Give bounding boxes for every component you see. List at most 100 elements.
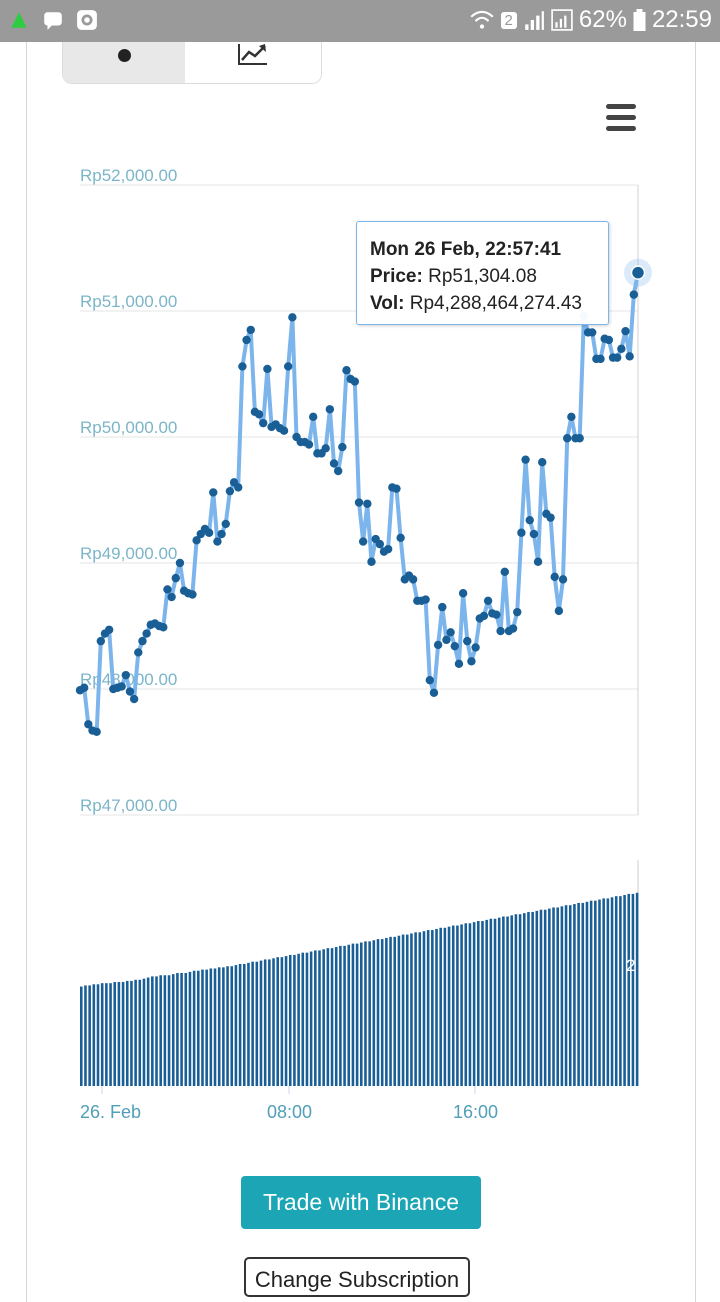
hamburger-menu-icon[interactable]: [604, 104, 638, 132]
price-point: [408, 575, 418, 584]
price-point: [429, 688, 439, 697]
y-tick-label: Rp50,000.00: [80, 418, 177, 437]
price-point: [563, 434, 572, 443]
price-point: [238, 362, 247, 371]
price-point: [167, 592, 176, 602]
price-point: [121, 670, 131, 680]
price-point: [508, 624, 518, 633]
price-point: [467, 657, 476, 666]
change-subscription-button[interactable]: Change Subscription: [244, 1257, 470, 1297]
price-point: [134, 648, 143, 657]
price-point: [204, 528, 214, 537]
price-point: [117, 682, 126, 691]
price-point: [550, 572, 559, 582]
line-chart-icon: [238, 44, 267, 65]
signal-icon-2: [551, 9, 573, 31]
price-point: [425, 675, 434, 685]
tooltip-price-value: Rp51,304.08: [428, 266, 537, 287]
y-tick-label: Rp52,000.00: [80, 166, 177, 185]
price-points: [75, 290, 639, 737]
price-point: [234, 483, 243, 492]
price-point: [538, 458, 547, 467]
price-point: [617, 344, 626, 353]
price-point: [84, 720, 93, 729]
price-point: [533, 557, 543, 566]
price-point: [458, 589, 468, 598]
y-tick-label: Rp51,000.00: [80, 292, 177, 311]
price-point: [288, 313, 297, 322]
price-point: [604, 335, 614, 345]
y-tick-label: Rp49,000.00: [80, 544, 177, 563]
price-point: [142, 629, 151, 638]
price-point: [246, 325, 255, 335]
price-point: [471, 643, 480, 652]
battery-icon: [633, 9, 646, 31]
price-point: [383, 544, 393, 554]
price-point: [125, 687, 135, 696]
price-point: [521, 455, 530, 464]
price-point: [92, 727, 101, 737]
price-point: [450, 641, 459, 651]
price-y-axis-labels: Rp52,000.00 Rp51,000.00 Rp50,000.00 Rp49,00…: [80, 166, 177, 815]
price-point: [254, 410, 264, 419]
price-tooltip: Mon 26 Feb, 22:57:41 Price: Rp51,304.08 …: [356, 221, 609, 325]
price-point: [596, 354, 605, 364]
chart-type-toggle: [62, 42, 322, 84]
tooltip-vol-value: Rp4,288,464,274.43: [409, 293, 582, 314]
price-point: [575, 434, 584, 443]
price-point: [500, 567, 509, 577]
price-point: [454, 659, 464, 668]
price-point: [463, 636, 472, 646]
tooltip-vol-label: Vol:: [370, 293, 405, 314]
price-point: [438, 602, 447, 612]
signal-icon-1: [525, 11, 544, 30]
price-point: [163, 585, 172, 594]
tooltip-date: Mon 26 Feb, 22:57:41: [370, 239, 562, 260]
trade-with-binance-button[interactable]: Trade with Binance: [241, 1176, 481, 1229]
price-point: [242, 335, 251, 345]
price-point: [342, 366, 351, 375]
price-point: [392, 484, 401, 493]
price-point: [375, 539, 385, 549]
toggle-dots-option[interactable]: [63, 42, 185, 83]
price-point: [479, 611, 489, 621]
price-point: [209, 488, 218, 497]
price-point: [325, 405, 335, 414]
price-point: [554, 606, 564, 616]
price-chart: Rp52,000.00 Rp51,000.00 Rp50,000.00 Rp49,00…: [75, 166, 652, 816]
price-point: [367, 557, 376, 566]
page-frame: [26, 42, 696, 1302]
price-point: [129, 694, 139, 704]
price-point: [279, 426, 289, 435]
price-point: [525, 515, 534, 525]
clock: 22:59: [651, 6, 712, 33]
price-point: [587, 328, 597, 337]
y-tick-label: Rp47,000.00: [80, 796, 177, 815]
price-point: [529, 529, 539, 539]
price-point: [433, 640, 443, 650]
up-arrow-icon: [11, 12, 27, 28]
price-point: [79, 683, 89, 692]
price-point: [308, 412, 318, 422]
price-point: [546, 513, 555, 522]
price-point: [188, 590, 197, 599]
price-point: [192, 536, 201, 545]
price-point: [513, 607, 522, 617]
price-point: [221, 519, 230, 529]
hover-point[interactable]: [630, 265, 646, 280]
price-point: [138, 636, 147, 646]
price-point: [263, 364, 272, 374]
status-bar: 2 62% 22:59: [0, 0, 720, 42]
price-point: [363, 499, 372, 508]
wifi-icon: [469, 10, 494, 29]
tooltip-price-label: Price:: [370, 266, 423, 287]
toggle-line-option[interactable]: [185, 42, 321, 83]
price-point: [625, 352, 634, 361]
battery-percent: 62%: [578, 6, 627, 33]
dots-icon: [118, 49, 131, 62]
price-point: [567, 412, 576, 422]
price-point: [629, 290, 639, 299]
price-point: [358, 537, 368, 546]
price-point: [492, 610, 501, 619]
price-point: [225, 486, 235, 496]
